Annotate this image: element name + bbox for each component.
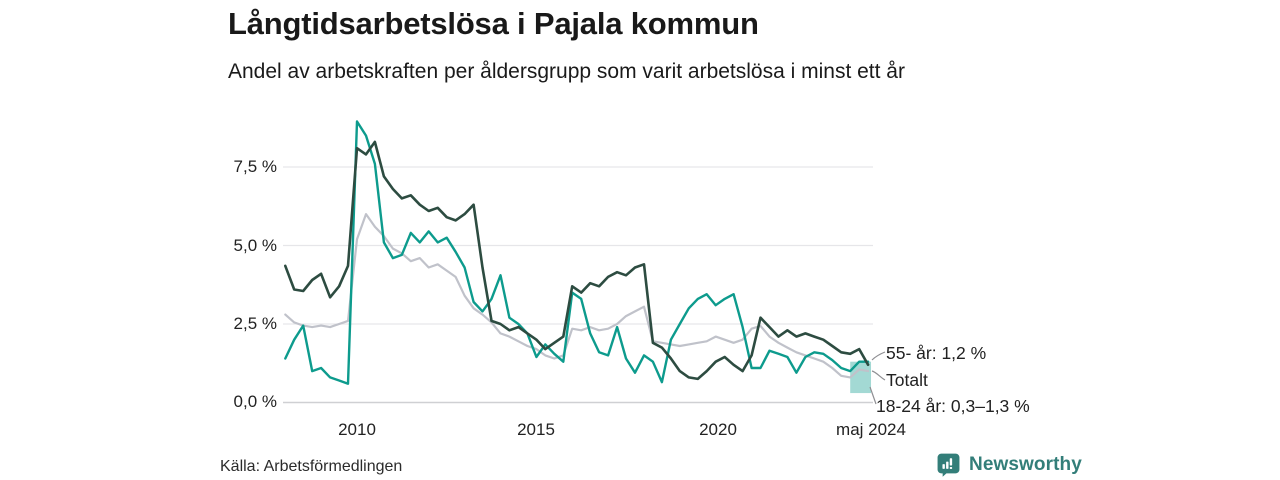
newsworthy-logo: Newsworthy bbox=[936, 452, 1082, 477]
x-axis-tick-maj-2024: maj 2024 bbox=[836, 420, 906, 439]
y-axis-tick-0-0: 0,0 % bbox=[233, 392, 277, 411]
chart-subtitle: Andel av arbetskraften per åldersgrupp s… bbox=[228, 60, 905, 83]
leader-55-ar bbox=[871, 351, 886, 361]
newsworthy-wordmark: Newsworthy bbox=[969, 453, 1082, 475]
source-note: Källa: Arbetsförmedlingen bbox=[220, 458, 403, 475]
uncertainty-band-18-24 bbox=[850, 361, 872, 394]
y-axis-tick-2-5: 2,5 % bbox=[233, 314, 277, 333]
leader-totalt bbox=[871, 370, 886, 381]
x-axis-tick-2015: 2015 bbox=[517, 420, 555, 439]
chart-title: Långtidsarbetslösa i Pajala kommun bbox=[228, 6, 759, 41]
series-line-55-r bbox=[283, 140, 870, 381]
annotation-18-24-ar: 18-24 år: 0,3–1,3 % bbox=[876, 396, 1030, 416]
annotation-55-ar: 55- år: 1,2 % bbox=[886, 343, 987, 363]
leader-18-24-ar bbox=[869, 386, 877, 405]
annotation-totalt: Totalt bbox=[886, 370, 928, 390]
y-axis-tick-7-5: 7,5 % bbox=[233, 157, 277, 176]
y-axis-tick-5-0: 5,0 % bbox=[233, 236, 277, 255]
series-line-18-24-r bbox=[284, 120, 870, 385]
x-axis-tick-2020: 2020 bbox=[699, 420, 737, 439]
x-axis-tick-2010: 2010 bbox=[338, 420, 376, 439]
newsworthy-chart-bubble-icon bbox=[936, 452, 961, 477]
